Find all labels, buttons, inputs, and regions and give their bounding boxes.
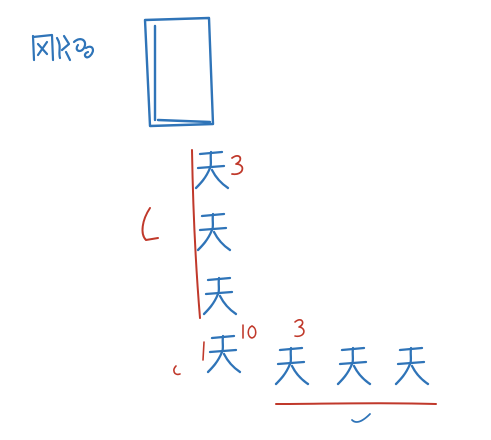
figure-6 — [336, 346, 372, 386]
rectangle-box — [143, 16, 215, 128]
figure-3 — [202, 276, 238, 316]
red-horizontal-line — [275, 402, 437, 405]
red-exponent-mid — [242, 324, 257, 339]
figure-1 — [194, 150, 230, 190]
figure-7 — [394, 346, 430, 386]
red-vertical-line — [191, 149, 201, 319]
figure-5 — [274, 346, 310, 386]
title-handwriting — [31, 33, 95, 62]
red-exponent-top — [231, 154, 244, 176]
red-exponent-right — [294, 319, 305, 338]
figure-4 — [206, 334, 242, 374]
red-note-left — [141, 207, 159, 241]
red-small-marks — [173, 341, 205, 376]
blue-check-mark — [351, 413, 371, 423]
figure-2 — [196, 212, 232, 252]
